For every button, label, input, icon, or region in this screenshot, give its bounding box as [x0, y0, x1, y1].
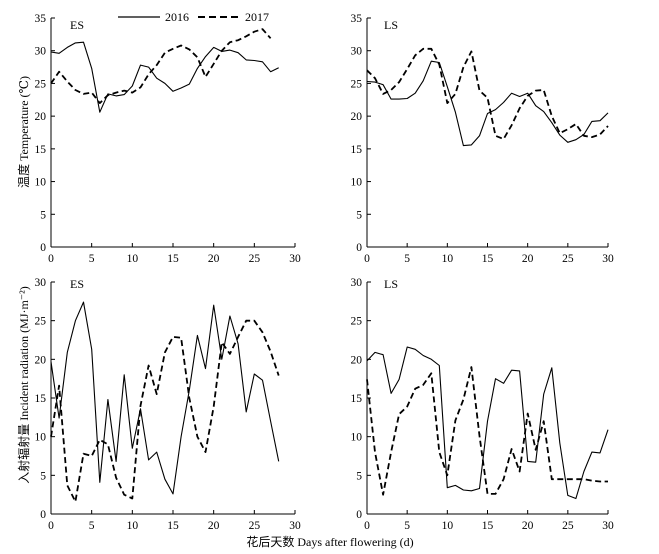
chart-panel-top-right: 0 5 10 15 20 25 30 35 0 5 10 15 20 25 30 LS	[351, 13, 615, 265]
x-tick-label: 30	[602, 520, 614, 532]
x-tick-label: 20	[208, 520, 220, 532]
x-tick-label: 20	[522, 520, 534, 532]
y-tick-label: 25	[35, 316, 47, 328]
x-tick-label: 15	[482, 520, 494, 532]
series-line-2017	[366, 366, 608, 496]
x-axis-label: 花后天数 Days after flowering (d)	[246, 534, 413, 549]
y-tick-label: 20	[35, 354, 47, 366]
x-tick-label: 5	[89, 520, 95, 532]
legend: 2016 2017	[118, 10, 269, 24]
x-tick-label: 15	[167, 520, 179, 532]
series-line-2016	[366, 60, 609, 147]
panel-label: LS	[384, 18, 398, 32]
y-tick-label: 10	[351, 432, 363, 444]
chart-panel-top-left: 0 5 10 15 20 25 30 35 0 5 10 15 20 25 30 ES	[35, 13, 302, 265]
x-tick-label: 5	[404, 520, 410, 532]
y-tick-label: 10	[35, 177, 47, 189]
y-tick-label: 5	[356, 470, 362, 482]
legend-label-2017: 2017	[245, 10, 269, 24]
y-tick-label: 0	[40, 509, 46, 521]
y-tick-label: 15	[35, 144, 47, 156]
series-line-2017	[50, 319, 280, 503]
y-tick-label: 20	[351, 354, 363, 366]
y-tick-label: 25	[351, 78, 363, 90]
panel-label: ES	[70, 18, 84, 32]
x-tick-label: 0	[48, 520, 54, 532]
x-tick-label: 5	[89, 253, 95, 265]
y-axis-label-radiation: 入射辐射量 Incident radiation (MJ·m⁻²)	[16, 286, 31, 484]
y-tick-label: 5	[40, 470, 46, 482]
x-tick-label: 20	[208, 253, 220, 265]
y-tick-label: 25	[35, 78, 47, 90]
y-tick-label: 15	[351, 393, 363, 405]
x-tick-label: 5	[404, 253, 410, 265]
y-tick-label: 15	[351, 144, 363, 156]
x-tick-label: 30	[602, 253, 614, 265]
x-tick-label: 20	[522, 253, 534, 265]
y-tick-label: 0	[356, 509, 362, 521]
x-tick-label: 25	[249, 253, 261, 265]
x-tick-label: 10	[127, 520, 139, 532]
y-tick-label: 20	[35, 111, 47, 123]
panel-label: ES	[70, 277, 84, 291]
x-tick-label: 30	[289, 520, 301, 532]
chart-panel-bottom-left: 0 5 10 15 20 25 30 0 5 10 15 20 25 30 ES	[35, 277, 302, 532]
x-tick-label: 25	[562, 253, 574, 265]
y-tick-label: 30	[35, 46, 47, 58]
y-tick-label: 5	[356, 209, 362, 221]
x-tick-label: 10	[127, 253, 139, 265]
y-tick-label: 10	[351, 177, 363, 189]
x-tick-label: 0	[364, 520, 370, 532]
y-tick-label: 25	[351, 316, 363, 328]
x-tick-label: 25	[562, 520, 574, 532]
series-line-2016	[50, 41, 279, 113]
y-axis-label-temperature: 温度 Temperature (℃)	[16, 76, 31, 188]
x-tick-label: 0	[48, 253, 54, 265]
x-tick-label: 25	[249, 520, 261, 532]
y-tick-label: 0	[40, 242, 46, 254]
x-tick-label: 30	[289, 253, 301, 265]
series-line-2017	[366, 47, 609, 140]
y-tick-label: 10	[35, 432, 47, 444]
y-tick-label: 15	[35, 393, 47, 405]
series-line-2016	[50, 301, 280, 495]
x-tick-label: 10	[442, 253, 454, 265]
y-tick-label: 20	[351, 111, 363, 123]
chart-panel-bottom-right: 0 5 10 15 20 25 30 0 5 10 15 20 25 30 LS	[351, 277, 615, 532]
y-tick-label: 30	[35, 277, 47, 289]
y-tick-label: 35	[351, 13, 363, 25]
x-tick-label: 15	[482, 253, 494, 265]
panel-label: LS	[384, 277, 398, 291]
legend-label-2016: 2016	[165, 10, 189, 24]
series-line-2016	[366, 346, 609, 500]
series-line-2017	[50, 28, 272, 104]
x-tick-label: 15	[167, 253, 179, 265]
x-tick-label: 0	[364, 253, 370, 265]
x-tick-label: 10	[442, 520, 454, 532]
y-tick-label: 5	[40, 209, 46, 221]
y-tick-label: 30	[351, 46, 363, 58]
y-tick-label: 30	[351, 277, 363, 289]
y-tick-label: 0	[356, 242, 362, 254]
y-tick-label: 35	[35, 13, 47, 25]
